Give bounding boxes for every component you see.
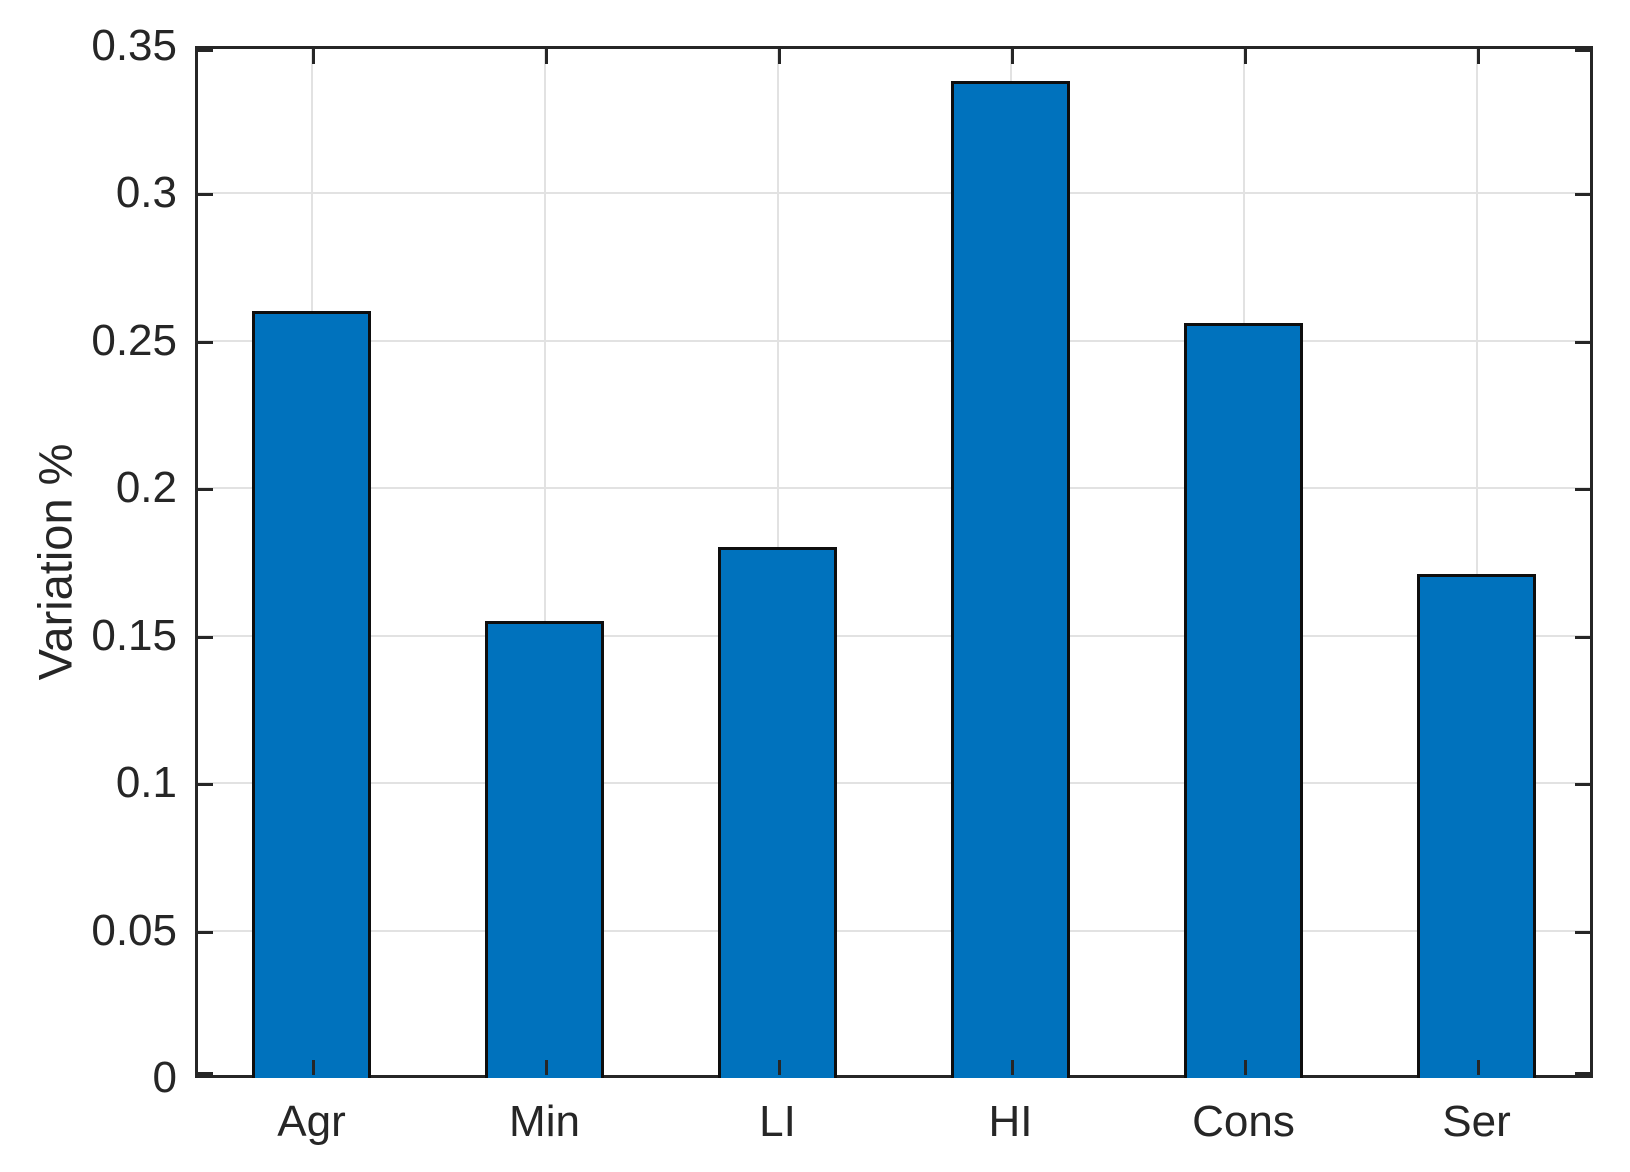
y-tick-left xyxy=(198,635,213,639)
y-tick-right xyxy=(1575,488,1590,492)
y-tick-label: 0.15 xyxy=(91,610,177,660)
x-category-label: LI xyxy=(759,1097,796,1146)
plot-area xyxy=(195,46,1593,1078)
x-tick-top xyxy=(777,49,781,64)
y-tick-right xyxy=(1575,1072,1590,1075)
y-tick-right xyxy=(1575,49,1590,52)
bar-ser xyxy=(1417,573,1536,1078)
x-tick-bottom xyxy=(777,1060,781,1075)
v-gridline xyxy=(1475,49,1478,1075)
y-tick-left xyxy=(198,1072,213,1075)
x-category-label: Ser xyxy=(1442,1097,1511,1146)
bar-li xyxy=(718,547,837,1078)
y-tick-label: 0.2 xyxy=(115,463,177,513)
y-tick-right xyxy=(1575,193,1590,197)
y-tick-left xyxy=(198,340,213,344)
y-tick-label: 0.3 xyxy=(115,168,177,218)
x-tick-bottom xyxy=(1243,1060,1247,1075)
h-gridline xyxy=(198,929,1590,932)
x-category-label: Agr xyxy=(277,1097,346,1146)
bar-hi xyxy=(951,81,1070,1078)
h-gridline xyxy=(198,487,1590,490)
x-category-label: HI xyxy=(988,1097,1033,1146)
h-gridline xyxy=(198,192,1590,195)
y-tick-right xyxy=(1575,783,1590,787)
y-tick-label: 0.05 xyxy=(91,905,177,955)
x-tick-top xyxy=(1010,49,1014,64)
y-tick-left xyxy=(198,930,213,934)
y-tick-label: 0.25 xyxy=(91,315,177,365)
x-tick-top xyxy=(311,49,315,64)
h-gridline xyxy=(198,634,1590,637)
h-gridline xyxy=(198,339,1590,342)
x-category-label: Min xyxy=(509,1097,580,1146)
x-tick-bottom xyxy=(311,1060,315,1075)
x-category-label: Cons xyxy=(1192,1097,1295,1146)
bar-min xyxy=(485,620,604,1078)
y-tick-label: 0.1 xyxy=(115,758,177,808)
y-tick-label: 0 xyxy=(152,1053,177,1102)
y-tick-left xyxy=(198,488,213,492)
x-tick-top xyxy=(1476,49,1480,64)
x-tick-top xyxy=(544,49,548,64)
bar-cons xyxy=(1184,323,1303,1078)
x-tick-bottom xyxy=(1010,1060,1014,1075)
x-tick-bottom xyxy=(1476,1060,1480,1075)
x-tick-bottom xyxy=(544,1060,548,1075)
v-gridline xyxy=(543,49,546,1075)
y-tick-left xyxy=(198,193,213,197)
y-tick-label: 0.35 xyxy=(91,21,177,70)
bar-agr xyxy=(252,311,371,1078)
y-tick-right xyxy=(1575,635,1590,639)
y-tick-left xyxy=(198,49,213,52)
y-tick-right xyxy=(1575,930,1590,934)
y-tick-right xyxy=(1575,340,1590,344)
y-tick-left xyxy=(198,783,213,787)
x-tick-top xyxy=(1243,49,1247,64)
h-gridline xyxy=(198,782,1590,785)
